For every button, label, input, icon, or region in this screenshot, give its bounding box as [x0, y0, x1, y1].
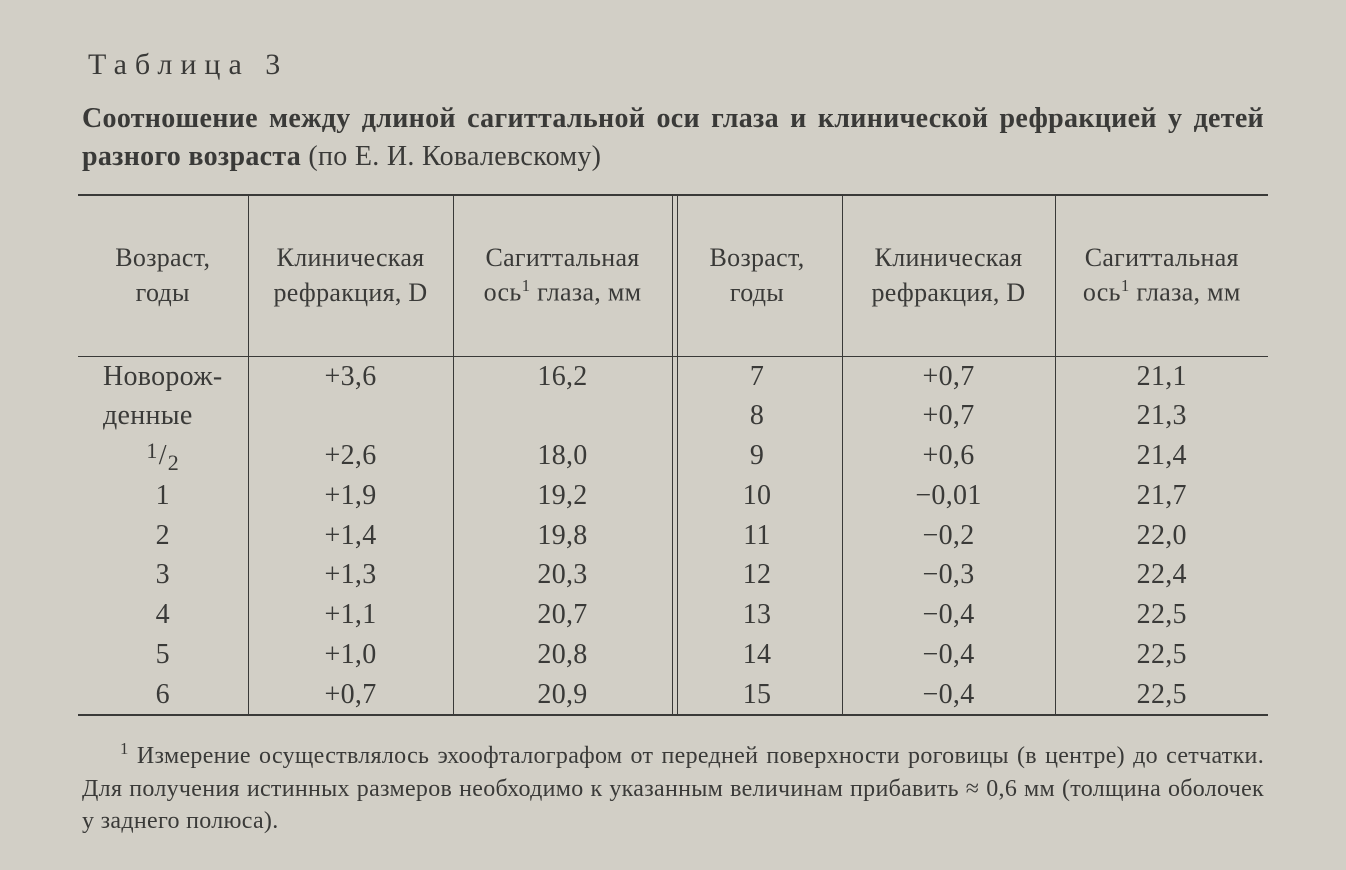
table-caption: Соотношение между длиной сагиттальной ос… — [78, 100, 1268, 176]
col-age-left: Возраст,годы — [78, 196, 248, 357]
table-cell: +1,9 — [325, 476, 377, 516]
table-cell: +1,4 — [325, 516, 377, 556]
table-cell: 15 — [743, 675, 772, 715]
table-cell: 2 — [156, 516, 170, 556]
cells-refraction-right: +0,7+0,7+0,6−0,01−0,2−0,3−0,4−0,4−0,4 — [842, 356, 1055, 714]
table-cell: 5 — [156, 635, 170, 675]
table-cell: 8 — [750, 396, 764, 436]
table-cell: 1 — [156, 476, 170, 516]
table-cell: −0,2 — [923, 516, 975, 556]
table-cell: +1,1 — [325, 595, 377, 635]
caption-bold: Соотношение между длиной сагиттальной ос… — [82, 103, 1264, 172]
table-cell: +1,0 — [325, 635, 377, 675]
table-cell: −0,01 — [915, 476, 981, 516]
table-cell — [559, 396, 566, 436]
table-body-row: Новорож-денные1/2123456 +3,6 +2,6+1,9+1,… — [78, 356, 1268, 714]
table-cell: −0,4 — [923, 595, 975, 635]
table-cell: 22,5 — [1137, 595, 1187, 635]
table-cell: 22,0 — [1137, 516, 1187, 556]
table-cell: 12 — [743, 555, 772, 595]
table-cell: 19,2 — [537, 476, 587, 516]
table-cell: +2,6 — [325, 436, 377, 476]
table-cell: 20,3 — [537, 555, 587, 595]
table-cell — [347, 396, 354, 436]
table-cell: 22,4 — [1137, 555, 1187, 595]
table-header-row: Возраст,годы Клиническаярефракция, D Саг… — [78, 196, 1268, 357]
table-cell: 18,0 — [537, 436, 587, 476]
data-table: Возраст,годы Клиническаярефракция, D Саг… — [78, 196, 1268, 715]
table-cell: 9 — [750, 436, 764, 476]
table-cell: +0,6 — [923, 436, 975, 476]
table-cell: −0,4 — [923, 675, 975, 715]
table-cell: 21,7 — [1137, 476, 1187, 516]
table-cell: −0,4 — [923, 635, 975, 675]
table-cell: −0,3 — [923, 555, 975, 595]
table-cell: 22,5 — [1137, 635, 1187, 675]
table-cell: 14 — [743, 635, 772, 675]
table-cell: 7 — [750, 357, 764, 397]
table-wrap: Возраст,годы Клиническаярефракция, D Саг… — [78, 194, 1268, 717]
table-number: Таблица 3 — [88, 48, 1268, 82]
table-cell: 20,9 — [537, 675, 587, 715]
table-cell: 21,4 — [1137, 436, 1187, 476]
table-cell: 11 — [743, 516, 771, 556]
cells-refraction-left: +3,6 +2,6+1,9+1,4+1,3+1,1+1,0+0,7 — [248, 356, 453, 714]
table-cell: +0,7 — [325, 675, 377, 715]
table-footnote: 1 Измерение осуществлялось эхоофталограф… — [78, 738, 1268, 837]
table-cell: 13 — [743, 595, 772, 635]
table-cell: +1,3 — [325, 555, 377, 595]
table-cell: 22,5 — [1137, 675, 1187, 715]
table-cell: 19,8 — [537, 516, 587, 556]
table-cell: 16,2 — [537, 357, 587, 397]
col-axis-right: Сагиттальнаяось1 глаза, мм — [1055, 196, 1268, 357]
table-cell: 3 — [156, 555, 170, 595]
table-cell: +0,7 — [923, 357, 975, 397]
table-cell: 20,7 — [537, 595, 587, 635]
cells-axis-left: 16,2 18,019,219,820,320,720,820,9 — [453, 356, 672, 714]
col-axis-left: Сагиттальнаяось1 глаза, мм — [453, 196, 672, 357]
caption-attr: (по Е. И. Ковалевскому) — [301, 141, 601, 172]
col-refraction-right: Клиническаярефракция, D — [842, 196, 1055, 357]
col-age-right: Возраст,годы — [672, 196, 842, 357]
table-cell: 1/2 — [146, 436, 179, 476]
table-cell: +0,7 — [923, 396, 975, 436]
table-cell: +3,6 — [325, 357, 377, 397]
table-cell: Новорож-денные — [103, 357, 223, 437]
cells-age-left: Новорож-денные1/2123456 — [78, 356, 248, 714]
table-cell: 4 — [156, 595, 170, 635]
cells-axis-right: 21,121,321,421,722,022,422,522,522,5 — [1055, 356, 1268, 714]
table-cell: 21,1 — [1137, 357, 1187, 397]
table-cell: 20,8 — [537, 635, 587, 675]
cells-age-right: 789101112131415 — [672, 356, 842, 714]
col-refraction-left: Клиническаярефракция, D — [248, 196, 453, 357]
table-cell: 6 — [156, 675, 170, 715]
table-cell: 21,3 — [1137, 396, 1187, 436]
table-cell: 10 — [743, 476, 772, 516]
